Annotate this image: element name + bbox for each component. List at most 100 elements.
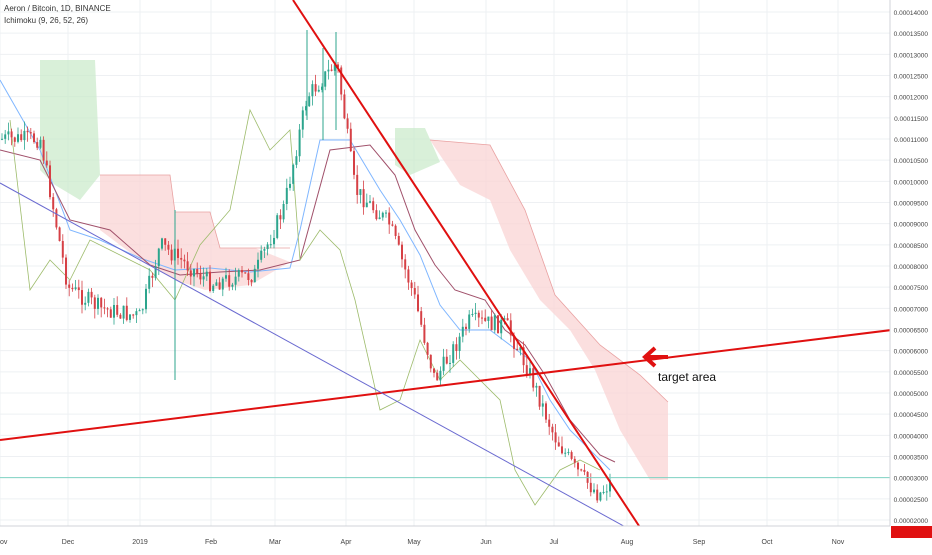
candle-body	[362, 189, 365, 208]
x-tick-label: Nov	[832, 539, 845, 546]
candle-body	[426, 342, 429, 355]
candle-body	[564, 452, 567, 454]
candle-body	[413, 288, 416, 295]
ichimoku-cloud-bull	[395, 128, 440, 175]
candle-body	[369, 201, 371, 203]
y-tick-label: 0.00013500	[894, 31, 929, 38]
cloud-span-a	[429, 139, 669, 403]
candle-body	[356, 174, 359, 195]
candle-body	[404, 259, 407, 270]
trendline-rising	[0, 324, 932, 441]
y-tick-label: 0.00003000	[894, 476, 929, 483]
candle-body	[7, 131, 10, 135]
candle-body	[308, 96, 311, 107]
candle-body	[148, 275, 151, 289]
candle-body	[545, 403, 547, 420]
candle-body	[391, 224, 394, 226]
candle-body	[487, 316, 490, 321]
x-tick-label: Jul	[550, 539, 559, 546]
candle-body	[529, 368, 531, 376]
candle-body	[266, 244, 269, 250]
candle-body	[135, 311, 138, 316]
y-tick-label: 0.00005000	[894, 391, 929, 398]
candle-body	[420, 311, 423, 325]
candle-body	[81, 290, 83, 305]
x-tick-label: Aug	[621, 539, 634, 546]
y-tick-label: 0.00002500	[894, 497, 929, 504]
candle-body	[359, 189, 362, 195]
y-tick-label: 0.00006500	[894, 328, 929, 335]
candle-body	[189, 270, 192, 277]
candle-body	[407, 269, 410, 283]
candle-body	[561, 446, 563, 454]
candle-body	[247, 273, 250, 281]
candle-body	[71, 287, 74, 290]
candle-body	[221, 278, 224, 290]
candle-body	[157, 248, 160, 267]
candle-body	[269, 244, 272, 246]
candle-body	[292, 164, 295, 184]
candle-body	[609, 480, 611, 492]
candle-body	[295, 156, 298, 165]
candle-body	[394, 225, 397, 236]
candle-body	[234, 276, 237, 285]
candle-body	[119, 314, 122, 319]
candle-body	[151, 275, 154, 278]
candle-body	[602, 491, 605, 493]
candle-body	[433, 368, 435, 373]
candle-body	[337, 64, 339, 68]
kijun-line	[0, 144, 616, 463]
candle-body	[365, 202, 368, 208]
y-tick-label: 0.00004500	[894, 412, 929, 419]
candle-body	[506, 318, 509, 321]
candle-body	[282, 203, 285, 220]
candle-body	[577, 462, 579, 470]
candle-body	[23, 130, 26, 141]
candle-body	[196, 269, 199, 274]
candle-body	[343, 94, 346, 119]
candle-body	[263, 249, 266, 251]
candle-body	[225, 275, 227, 279]
candle-body	[346, 118, 349, 129]
candle-body	[449, 362, 451, 364]
candle-body	[490, 316, 493, 331]
y-tick-label: 0.00013000	[894, 52, 929, 59]
ichimoku-cloud-bear	[430, 140, 668, 480]
candle-body	[29, 132, 32, 134]
candle-body	[55, 209, 58, 228]
candle-body	[260, 250, 263, 260]
y-tick-label: 0.00009000	[894, 222, 929, 229]
ichimoku-cloud-bear	[100, 175, 290, 290]
chart-title: Aeron / Bitcoin, 1D, BINANCE	[4, 4, 111, 13]
candle-body	[167, 244, 170, 250]
candle-body	[180, 257, 183, 260]
candle-body	[125, 305, 128, 320]
candle-body	[333, 64, 336, 71]
candle-body	[445, 356, 448, 364]
candle-body	[436, 372, 439, 381]
x-tick-label: Jun	[480, 539, 491, 546]
candle-body	[26, 130, 29, 133]
candle-body	[503, 318, 506, 320]
x-tick-label: Mar	[269, 539, 282, 546]
candle-body	[68, 284, 71, 288]
candle-body	[161, 238, 163, 249]
y-tick-label: 0.00004000	[894, 433, 929, 440]
x-tick-label: 2019	[132, 539, 148, 546]
candle-body	[209, 271, 211, 292]
candle-body	[317, 89, 320, 92]
candle-body	[301, 110, 304, 130]
candle-body	[4, 134, 7, 139]
candle-body	[289, 183, 291, 188]
candle-body	[551, 426, 554, 433]
candle-body	[513, 335, 515, 349]
candle-body	[378, 217, 381, 220]
candle-body	[244, 272, 247, 274]
candle-body	[397, 235, 400, 245]
indicator-label: Ichimoku (9, 26, 52, 26)	[4, 16, 89, 25]
candle-body	[145, 288, 147, 310]
candle-body	[593, 489, 595, 493]
candle-body	[385, 212, 387, 214]
candle-body	[605, 491, 608, 493]
